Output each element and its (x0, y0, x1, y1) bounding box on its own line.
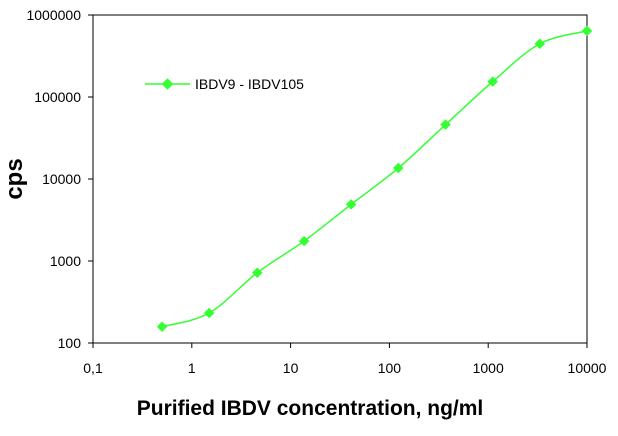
data-point-marker (251, 267, 263, 279)
x-tick-label: 1000 (473, 360, 504, 376)
x-tick-label: 10000 (568, 360, 607, 376)
x-tick-label: 1 (188, 360, 196, 376)
data-point-marker (156, 321, 168, 333)
legend-marker (161, 78, 174, 90)
series-line (161, 30, 588, 328)
y-axis-title: cps (1, 158, 28, 199)
x-tick-label: 100 (378, 360, 402, 376)
y-tick-label: 1000000 (26, 7, 81, 23)
x-tick-label: 10 (283, 360, 299, 376)
data-point-marker (581, 25, 593, 37)
data-point-marker (440, 119, 451, 131)
data-point-marker (487, 76, 499, 87)
data-point-marker (534, 38, 546, 50)
legend-label: IBDV9 - IBDV105 (195, 76, 304, 92)
x-tick-label: 0,1 (83, 360, 103, 376)
y-tick-label: 100000 (34, 89, 81, 105)
data-point-marker (298, 235, 310, 247)
series-layer (156, 25, 593, 333)
y-tick-label: 100 (58, 335, 82, 351)
y-tick-label: 1000 (50, 253, 81, 269)
data-point-marker (392, 162, 404, 174)
data-point-marker (345, 199, 357, 210)
axes: 0,1 1 10 100 1000 10000 100 1000 10000 100000 1000… (26, 7, 606, 376)
data-point-marker (203, 307, 215, 319)
y-tick-label: 10000 (42, 171, 81, 187)
x-axis-title: Purified IBDV concentration, ng/ml (137, 397, 484, 420)
legend: IBDV9 - IBDV105 (145, 76, 304, 92)
